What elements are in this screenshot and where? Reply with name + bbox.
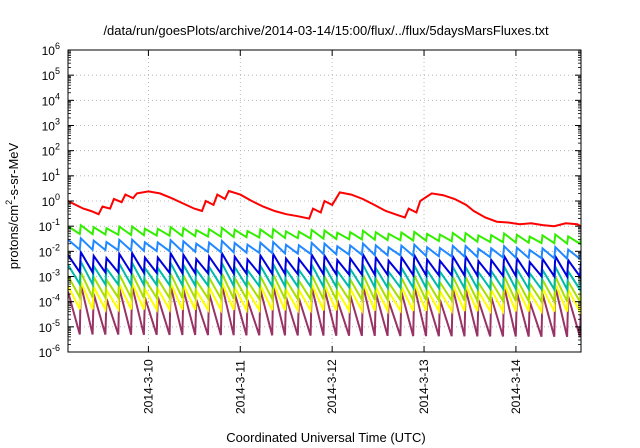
y-tick-label: 101 (42, 167, 60, 184)
x-tick-label: 2014-3-13 (417, 359, 431, 414)
x-tick-label: 2014-3-11 (233, 360, 247, 414)
series-line (68, 189, 581, 228)
y-tick-label: 10-3 (39, 268, 60, 285)
x-axis-title: Coordinated Universal Time (UTC) (226, 430, 425, 445)
y-axis: 10-6 10-5 10-4 10-3 10-2 10-1 100 101 102 103 104 1… (39, 41, 581, 360)
y-tick-label: 105 (42, 66, 60, 83)
x-tick-label: 2014-3-12 (325, 359, 339, 414)
series-line (68, 236, 581, 261)
series-layer (68, 189, 581, 338)
x-tick-label: 2014-3-10 (141, 359, 155, 414)
y-tick-label: 103 (42, 117, 60, 134)
y-tick-label: 10-6 (39, 343, 60, 360)
series-line (68, 248, 581, 280)
y-tick-label: 10-5 (39, 318, 60, 335)
y-tick-label: 10-2 (39, 242, 60, 259)
series-line (68, 223, 581, 246)
y-tick-label: 104 (42, 91, 60, 108)
y-tick-label: 10-4 (39, 293, 60, 310)
y-tick-label: 102 (42, 142, 60, 159)
x-axis: 2014-3-10 2014-3-11 2014-3-12 2014-3-13 2014… (141, 50, 523, 414)
chart-title: /data/run/goesPlots/archive/2014-03-14/1… (103, 23, 549, 38)
y-tick-label: 106 (42, 41, 60, 58)
y-tick-label: 10-1 (39, 217, 60, 234)
x-tick-label: 2014-3-14 (509, 359, 523, 414)
y-axis-title: protons/cm2-s-sr-MeV (4, 142, 21, 269)
y-tick-label: 100 (42, 192, 60, 209)
